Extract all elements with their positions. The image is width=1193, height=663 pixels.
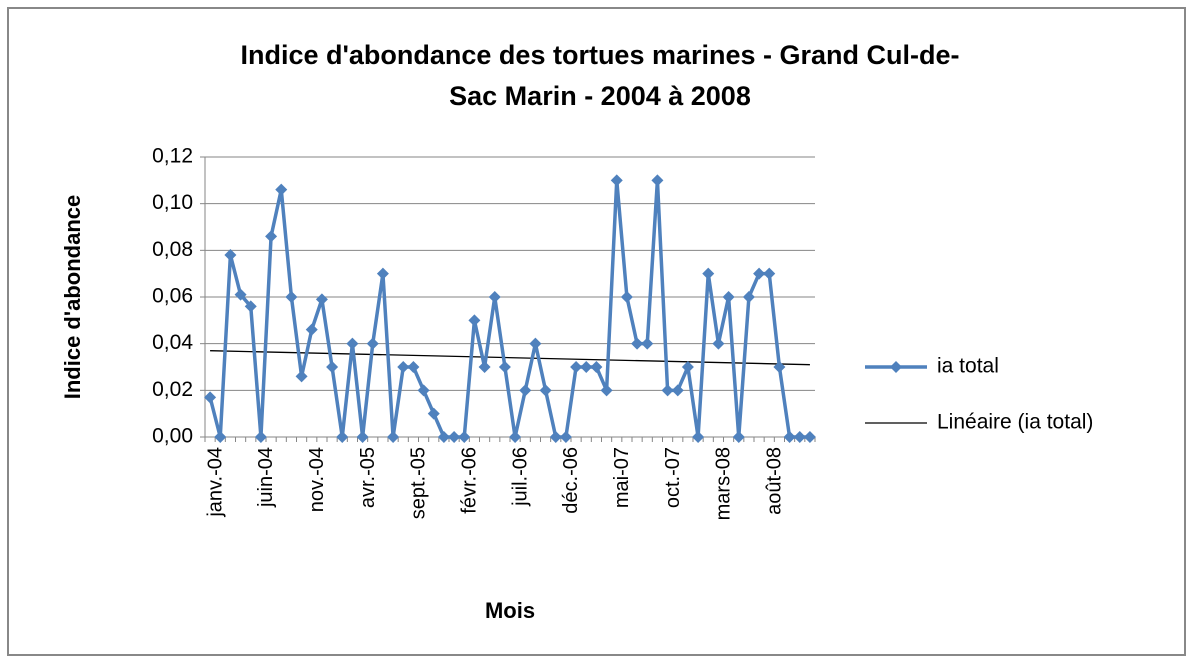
x-tick-label: sept.-05 (408, 447, 430, 519)
data-point (620, 291, 633, 303)
data-point (742, 291, 755, 303)
data-point (651, 174, 664, 187)
data-point (285, 291, 298, 303)
y-tick-label: 0,10 (152, 191, 193, 214)
data-point (437, 431, 450, 443)
data-point (803, 431, 816, 443)
data-line (208, 178, 810, 439)
data-point (305, 323, 318, 336)
y-axis-title: Indice d'abondance (60, 195, 85, 400)
legend-marker (890, 361, 902, 373)
data-point (356, 431, 369, 443)
data-point (265, 230, 278, 243)
data-point (275, 183, 288, 196)
trendline (210, 350, 810, 366)
data-point (234, 288, 247, 301)
data-point (600, 384, 613, 397)
data-point (417, 384, 430, 397)
data-point (539, 384, 552, 397)
data-point (610, 174, 623, 187)
data-point (336, 431, 349, 443)
data-point (468, 314, 481, 327)
data-point (702, 267, 715, 280)
data-point (681, 361, 694, 373)
data-point (346, 337, 359, 350)
data-point (793, 431, 806, 443)
chart-title: Indice d'abondance des tortues marines -… (240, 40, 959, 70)
legend-label: ia total (937, 355, 999, 378)
y-tick-label: 0,08 (152, 238, 193, 261)
data-point (397, 361, 410, 373)
x-tick-label: déc.-06 (560, 447, 582, 514)
x-tick-label: janv.-04 (204, 447, 226, 518)
data-point (214, 431, 227, 443)
data-point (366, 337, 379, 350)
x-tick-label: févr.-06 (459, 447, 481, 514)
data-point (732, 431, 745, 443)
data-point (549, 431, 562, 443)
data-point (427, 407, 440, 420)
data-point (448, 431, 461, 443)
data-point (631, 337, 644, 350)
data-point (590, 361, 603, 373)
data-point (509, 431, 522, 443)
data-point (641, 337, 654, 350)
data-point (407, 361, 420, 373)
y-tick-label: 0,12 (152, 145, 193, 168)
y-tick-label: 0,04 (152, 331, 193, 354)
data-point (580, 361, 593, 373)
data-point (488, 291, 501, 303)
x-tick-label: avr.-05 (357, 447, 379, 508)
data-point (570, 361, 583, 373)
data-point (519, 384, 532, 397)
data-point (254, 431, 267, 443)
data-point (326, 361, 339, 373)
data-point (671, 384, 684, 397)
x-tick-label: juin-04 (255, 447, 277, 508)
chart-title: Sac Marin - 2004 à 2008 (449, 81, 751, 111)
data-point (478, 361, 491, 373)
chart-border (7, 7, 1186, 656)
data-point (376, 267, 389, 280)
y-tick-label: 0,06 (152, 285, 193, 308)
data-point (295, 370, 308, 383)
data-point (204, 391, 217, 404)
data-point (458, 431, 471, 443)
x-tick-label: mai-07 (611, 447, 633, 508)
data-point (559, 431, 572, 443)
x-tick-label: nov.-04 (306, 447, 328, 512)
y-tick-label: 0,00 (152, 425, 193, 448)
data-point (315, 293, 328, 306)
data-point (763, 267, 776, 280)
x-tick-label: mars-08 (713, 447, 735, 520)
data-point (661, 384, 674, 397)
y-tick-label: 0,02 (152, 378, 193, 401)
x-axis-title: Mois (485, 598, 535, 623)
data-point (498, 361, 511, 373)
data-point (722, 291, 735, 303)
data-point (244, 300, 257, 313)
x-tick-label: août-08 (764, 447, 786, 515)
data-point (529, 337, 542, 350)
data-point (783, 431, 796, 443)
legend-label: Linéaire (ia total) (937, 411, 1093, 434)
data-point (753, 267, 766, 280)
data-point (712, 337, 725, 350)
data-point (773, 361, 786, 373)
x-tick-label: oct.-07 (662, 447, 684, 508)
x-tick-label: juil.-06 (509, 447, 531, 507)
data-point (387, 431, 400, 443)
data-point (692, 431, 705, 443)
data-point (224, 249, 237, 261)
